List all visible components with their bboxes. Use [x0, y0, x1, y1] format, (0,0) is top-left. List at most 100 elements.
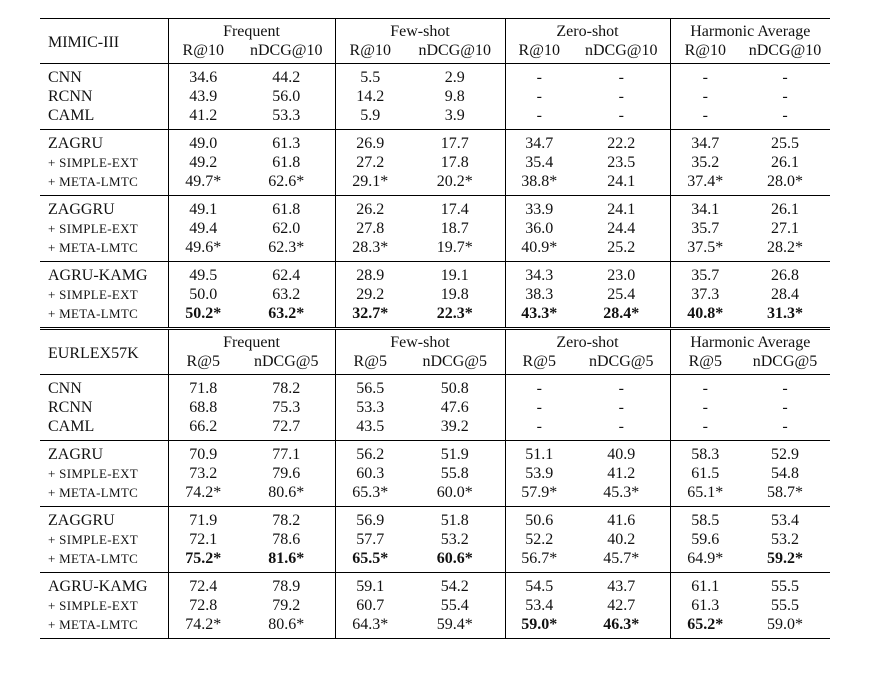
value-cell: -: [536, 107, 542, 124]
value-cell: -: [702, 107, 708, 124]
value-cell: 19.7*: [405, 238, 506, 262]
value-cell: 34.3: [505, 261, 573, 285]
value-cell: 61.5: [691, 465, 720, 482]
row-label: + META-LMTC: [40, 483, 169, 507]
value-cell: -: [573, 106, 671, 130]
value-cell: 23.5: [573, 153, 671, 172]
value-cell: 19.8: [405, 285, 506, 304]
value-cell: 62.3*: [238, 238, 336, 262]
value-cell-text: 50.2*: [185, 305, 222, 322]
value-cell: 41.6: [573, 506, 671, 530]
value-cell: 72.4: [168, 572, 238, 596]
data-row: + META-LMTC 74.2* 80.6* 64.3* 59.4* 59.0* 46.3…: [40, 615, 831, 639]
value-cell: 52.2: [525, 531, 554, 548]
row-label: + SIMPLE-EXT: [40, 219, 169, 238]
value-cell: 56.7*: [521, 550, 558, 567]
value-cell: 61.8: [238, 153, 336, 172]
row-label: ZAGGRU: [40, 195, 169, 219]
data-row: + SIMPLE-EXT 49.4 62.0 27.8 18.7 36.0 24.4 35.7…: [40, 219, 830, 238]
value-cell: -: [782, 399, 788, 416]
value-cell: -: [702, 418, 708, 435]
value-cell: 49.7*: [185, 173, 222, 190]
value-cell: 79.2: [238, 596, 336, 615]
value-cell: 55.4: [405, 596, 506, 615]
value-cell-text: 59.0*: [521, 616, 558, 633]
row-label: RCNN: [40, 398, 169, 417]
value-cell: 60.6*: [405, 549, 506, 573]
data-row: + META-LMTC 50.2* 63.2* 32.7* 22.3* 43.3* 28.4…: [40, 304, 830, 329]
value-cell: 53.3: [356, 399, 385, 416]
value-cell: 53.9: [525, 465, 554, 482]
value-cell: 28.9: [335, 261, 405, 285]
value-cell: 65.2*: [670, 615, 741, 639]
value-cell: 64.9*: [687, 550, 724, 567]
data-row: ZAGGRU 71.9 78.2 56.9 51.8 50.6 41.6 58.5 53.4: [40, 506, 831, 530]
value-cell: 41.2: [573, 464, 671, 483]
value-cell: -: [782, 418, 788, 435]
value-cell: 55.5: [740, 572, 831, 596]
value-cell-text: 32.7*: [352, 305, 389, 322]
metric-header: nDCG@5: [238, 352, 336, 375]
value-cell: 34.6: [168, 63, 238, 87]
value-cell: 57.9*: [521, 484, 558, 501]
value-cell: 37.3: [691, 286, 720, 303]
row-label: ZAGRU: [40, 129, 169, 153]
value-cell: 43.5: [356, 418, 385, 435]
value-cell: 53.4: [525, 597, 554, 614]
value-cell: 40.8*: [670, 304, 740, 329]
value-cell: -: [702, 88, 708, 105]
value-cell: 29.1*: [352, 173, 389, 190]
value-cell: 36.0: [525, 220, 554, 237]
value-cell: 49.4: [189, 220, 218, 237]
value-cell: -: [573, 398, 671, 417]
value-cell: 24.4: [573, 219, 671, 238]
metric-header: R@10: [684, 42, 726, 59]
row-label: AGRU-KAMG: [40, 572, 169, 596]
value-cell: -: [573, 87, 671, 106]
row-label: AGRU-KAMG: [40, 261, 169, 285]
row-label: + META-LMTC: [40, 238, 169, 262]
value-cell: 35.4: [525, 154, 554, 171]
value-cell: 62.4: [238, 261, 336, 285]
group-header: Zero-shot: [505, 18, 671, 41]
metric-header: nDCG@10: [405, 41, 506, 64]
subheader-row: R@10 nDCG@10 R@10 nDCG@10 R@10 nDCG@10 R@10 nDC…: [40, 41, 830, 64]
data-row: + SIMPLE-EXT 50.0 63.2 29.2 19.8 38.3 25.4 37.3…: [40, 285, 830, 304]
group-header: Few-shot: [335, 18, 506, 41]
value-cell: 60.7: [356, 597, 385, 614]
metric-header: R@5: [186, 353, 220, 370]
metric-header: R@10: [182, 42, 224, 59]
data-row: CAML 66.2 72.7 43.5 39.2 - - - -: [40, 417, 830, 441]
value-cell: 34.7: [670, 129, 741, 153]
value-cell: -: [505, 63, 573, 87]
value-cell: 32.7*: [335, 304, 405, 329]
value-cell: 35.7: [670, 261, 741, 285]
value-cell: 54.8: [771, 465, 800, 482]
value-cell: 70.9: [168, 440, 238, 464]
value-cell: 35.2: [691, 154, 720, 171]
metric-header: R@5: [353, 353, 387, 370]
value-cell: 25.2: [573, 238, 671, 262]
value-cell: 71.9: [168, 506, 238, 530]
value-cell: 59.4*: [405, 615, 506, 639]
value-cell: -: [536, 399, 542, 416]
value-cell: 37.4*: [687, 173, 724, 190]
value-cell: 40.9: [573, 440, 671, 464]
value-cell: 27.8: [356, 220, 385, 237]
value-cell: 78.2: [238, 374, 336, 398]
value-cell: 59.2*: [740, 549, 830, 573]
value-cell: 17.7: [405, 129, 506, 153]
value-cell: -: [740, 374, 831, 398]
table-body: MIMIC-III Frequent Few-shot Zero-shot Harmon…: [40, 18, 831, 639]
value-cell: 78.2: [238, 506, 336, 530]
row-label: + SIMPLE-EXT: [40, 285, 169, 304]
metric-header: R@5: [522, 353, 556, 370]
group-header: Frequent: [168, 18, 336, 41]
value-cell: 29.2: [356, 286, 385, 303]
value-cell: 14.2: [356, 88, 385, 105]
value-cell: 80.6*: [238, 615, 336, 639]
value-cell-text: 65.5*: [352, 550, 389, 567]
value-cell: 65.3*: [352, 484, 389, 501]
value-cell: 43.7: [573, 572, 671, 596]
